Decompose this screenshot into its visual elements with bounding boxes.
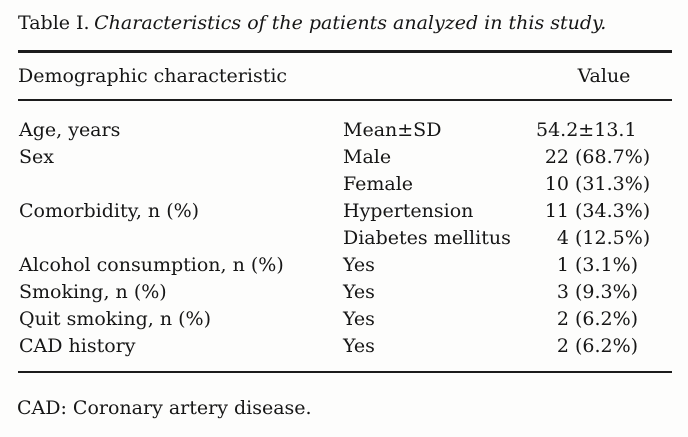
cell-value: 4 (12.5%) <box>536 225 672 252</box>
cell-value: 2 (6.2%) <box>536 306 672 333</box>
table-row: Female 10 (31.3%) <box>18 171 672 198</box>
cell-characteristic <box>18 171 343 198</box>
table-row: Age, years Mean±SD 54.2±13.1 <box>18 100 672 144</box>
cell-subcategory: Yes <box>343 333 536 373</box>
cell-subcategory: Yes <box>343 254 375 276</box>
cell-value: 3 (9.3%) <box>536 279 672 306</box>
cell-characteristic: Comorbidity, n (%) <box>19 200 200 222</box>
value-count: 2 <box>556 335 569 357</box>
value-count: 1 <box>556 254 569 276</box>
header-cell-characteristic: Demographic characteristic <box>18 50 536 101</box>
value-percent: (6.2%) <box>575 308 639 330</box>
cell-subcategory: Mean±SD <box>343 119 442 141</box>
table-row: Alcohol consumption, n (%) Yes 1 (3.1%) <box>18 252 672 279</box>
value-count: 54.2±13.1 <box>536 119 637 141</box>
cell-characteristic: Quit smoking, n (%) <box>19 308 211 330</box>
cell-value: 22 (68.7%) <box>536 144 672 171</box>
cell-value: 10 (31.3%) <box>536 171 672 198</box>
header-cell-value: Value <box>536 50 672 101</box>
cell-subcategory: Hypertension <box>343 200 474 222</box>
cell-characteristic: Alcohol consumption, n (%) <box>19 254 284 276</box>
table-caption: Characteristics of the patients analyzed… <box>94 12 607 34</box>
cell-characteristic: CAD history <box>18 333 343 373</box>
cell-value: 11 (34.3%) <box>536 198 672 225</box>
cell-characteristic: Age, years <box>19 119 121 141</box>
table-number-label: Table I. <box>18 12 90 34</box>
cell-value: 2 (6.2%) <box>536 333 672 373</box>
value-percent: (68.7%) <box>575 146 651 168</box>
table-row: Comorbidity, n (%) Hypertension 11 (34.3%… <box>18 198 672 225</box>
cell-characteristic <box>18 225 343 252</box>
table-title: Table I. Characteristics of the patients … <box>18 11 606 36</box>
value-percent: (34.3%) <box>575 200 651 222</box>
value-count: 22 <box>544 146 569 168</box>
table-row: Diabetes mellitus 4 (12.5%) <box>18 225 672 252</box>
patient-characteristics-table: Demographic characteristic Value Age, ye… <box>18 50 672 373</box>
table-row: Smoking, n (%) Yes 3 (9.3%) <box>18 279 672 306</box>
value-percent: (12.5%) <box>575 227 651 249</box>
table-row: Sex Male 22 (68.7%) <box>18 144 672 171</box>
cell-subcategory: Female <box>343 173 414 195</box>
value-count: 11 <box>544 200 569 222</box>
table-row: CAD history Yes 2 (6.2%) <box>18 333 672 373</box>
cell-characteristic: Smoking, n (%) <box>19 281 167 303</box>
value-count: 10 <box>544 173 569 195</box>
value-count: 4 <box>556 227 569 249</box>
cell-subcategory: Diabetes mellitus <box>343 227 511 249</box>
cell-value: 54.2±13.1 <box>536 100 672 144</box>
value-percent: (6.2%) <box>575 335 639 357</box>
value-percent: (9.3%) <box>575 281 639 303</box>
value-count: 3 <box>556 281 569 303</box>
cell-subcategory: Yes <box>343 308 375 330</box>
cell-value: 1 (3.1%) <box>536 252 672 279</box>
cell-characteristic: Sex <box>19 146 54 168</box>
table-footnote: CAD: Coronary artery disease. <box>17 397 312 419</box>
value-percent: (31.3%) <box>575 173 651 195</box>
cell-subcategory: Male <box>343 146 392 168</box>
value-count: 2 <box>556 308 569 330</box>
table-row: Quit smoking, n (%) Yes 2 (6.2%) <box>18 306 672 333</box>
table-header-row: Demographic characteristic Value <box>18 50 672 101</box>
value-percent: (3.1%) <box>575 254 639 276</box>
cell-subcategory: Yes <box>343 281 375 303</box>
